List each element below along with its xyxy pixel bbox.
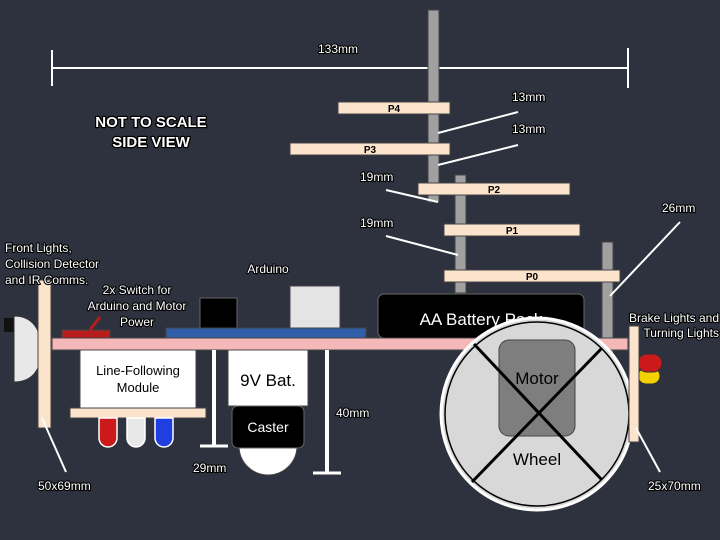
front-lights-label: Front Lights, Collision Detector and IR … <box>4 240 100 288</box>
platform-p0: P0 <box>443 269 621 283</box>
caster-height-label: 40mm <box>336 406 369 420</box>
title-line-1: NOT TO SCALE <box>95 114 206 131</box>
width-dimension-label: 133mm <box>318 42 358 56</box>
caster-height-dimension: 40mm <box>313 350 370 475</box>
gap-p4-p3-label: 13mm <box>512 90 545 104</box>
width-dimension: 133mm <box>51 41 629 88</box>
switch-label-line-2: Arduino and Motor <box>88 299 187 313</box>
platform-p3-label: P3 <box>364 145 377 156</box>
platform-p1-label: P1 <box>506 226 519 237</box>
rear-panel-size-label: 25x70mm <box>648 479 701 493</box>
switch-label-line-1: 2x Switch for <box>103 283 172 297</box>
brake-lights-label-line-1: Brake Lights and <box>629 311 719 325</box>
gap-annotations: 13mm 13mm 19mm 19mm 26mm <box>359 89 696 297</box>
platform-p0-label: P0 <box>526 272 539 283</box>
front-panel <box>37 279 52 429</box>
wheel: Motor Wheel <box>439 316 635 512</box>
motor-label: Motor <box>515 369 559 388</box>
sensor-board <box>69 407 207 419</box>
platform-p4-label: P4 <box>388 104 401 115</box>
black-module <box>199 297 238 331</box>
led-red <box>98 417 118 448</box>
wheel-label: Wheel <box>513 450 561 469</box>
sensor-leds <box>98 417 174 448</box>
arduino-shelf <box>165 327 367 339</box>
gap-p2-p1-label: 19mm <box>360 170 393 184</box>
caster: Caster <box>231 405 305 476</box>
platform-p4: P4 <box>337 101 451 115</box>
front-panel-dimension: 50x69mm <box>37 417 92 494</box>
platform-p3: P3 <box>289 142 451 156</box>
brake-lights <box>637 353 663 385</box>
front-lights-label-line-2: Collision Detector <box>5 257 99 271</box>
brake-lights-label: Brake Lights and Turning Lights <box>628 310 720 341</box>
caster-label: Caster <box>247 419 289 435</box>
front-panel-size-label: 50x69mm <box>38 479 91 493</box>
brake-height-label: 26mm <box>662 201 695 215</box>
led-white <box>126 417 146 448</box>
front-lights-label-line-1: Front Lights, <box>5 241 72 255</box>
switch-toggle <box>88 316 102 331</box>
nine-volt-battery: 9V Bat. <box>227 349 309 407</box>
front-lights-label-line-3: and IR Comms. <box>5 273 88 287</box>
gap-p1-p0-label: 19mm <box>360 216 393 230</box>
brake-lights-label-line-2: Turning Lights <box>643 326 719 340</box>
platform-p1: P1 <box>443 223 581 237</box>
nine-volt-label: 9V Bat. <box>240 371 296 390</box>
line-following-module: Line-Following Module <box>79 349 197 409</box>
caster-gap-label: 29mm <box>193 461 226 475</box>
platform-p2: P2 <box>417 182 571 196</box>
switch-label: 2x Switch for Arduino and Motor Power <box>87 282 188 330</box>
line-module-label-2: Module <box>117 380 160 395</box>
rear-panel-dimension: 25x70mm <box>635 427 702 494</box>
platform-p2-label: P2 <box>488 185 501 196</box>
line-module-label-1: Line-Following <box>96 363 180 378</box>
diagram-title: NOT TO SCALE SIDE VIEW <box>94 113 208 153</box>
switch-label-line-3: Power <box>120 315 154 329</box>
led-blue <box>154 417 174 448</box>
motor <box>498 339 576 437</box>
rear-panel <box>628 325 640 443</box>
arduino-stack <box>289 285 341 329</box>
standoff-left <box>212 350 216 446</box>
front-lights <box>4 315 43 383</box>
arduino-label: Arduino <box>247 262 289 276</box>
title-line-2: SIDE VIEW <box>112 134 190 151</box>
gap-p3-p2-label: 13mm <box>512 122 545 136</box>
